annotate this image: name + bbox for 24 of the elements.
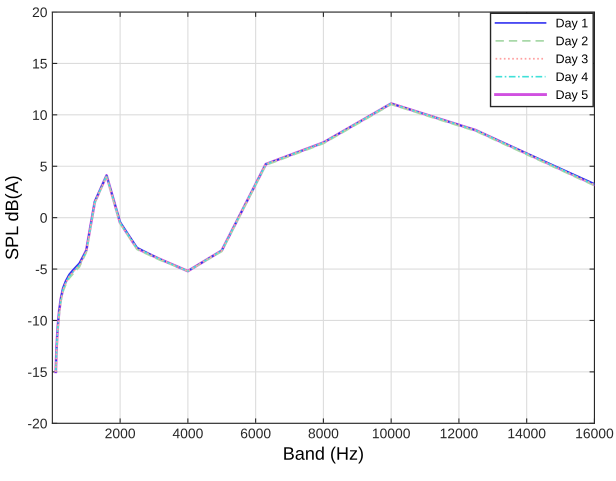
x-tick-label: 8000 [308,428,338,438]
y-axis-title: SPL dB(A) [5,176,22,260]
x-axis-title: Band (Hz) [284,446,363,464]
x-tick-label: 4000 [172,428,203,438]
y-tick-label: 0 [40,212,47,223]
y-tick-label: -15 [28,367,47,378]
legend-label: Day 5 [556,90,588,102]
y-tick-label: -10 [28,316,47,326]
x-tick-label: 10000 [372,428,410,438]
legend-label: Day 2 [556,36,588,48]
legend-label: Day 3 [556,54,588,66]
x-tick-label: 16000 [576,428,614,438]
legend-label: Day 4 [556,72,588,84]
x-tick-label: 12000 [440,428,478,438]
y-tick-label: -20 [28,418,47,428]
y-tick-label: 20 [32,7,47,18]
x-tick-label: 14000 [508,428,546,438]
y-tick-label: 5 [40,162,47,172]
legend-label: Day 1 [556,18,588,30]
x-tick-label: 2000 [105,428,136,438]
y-tick-label: 10 [33,110,47,120]
y-tick-label: -5 [36,264,47,274]
x-tick-label: 6000 [240,428,271,438]
y-tick-label: 15 [33,58,47,69]
